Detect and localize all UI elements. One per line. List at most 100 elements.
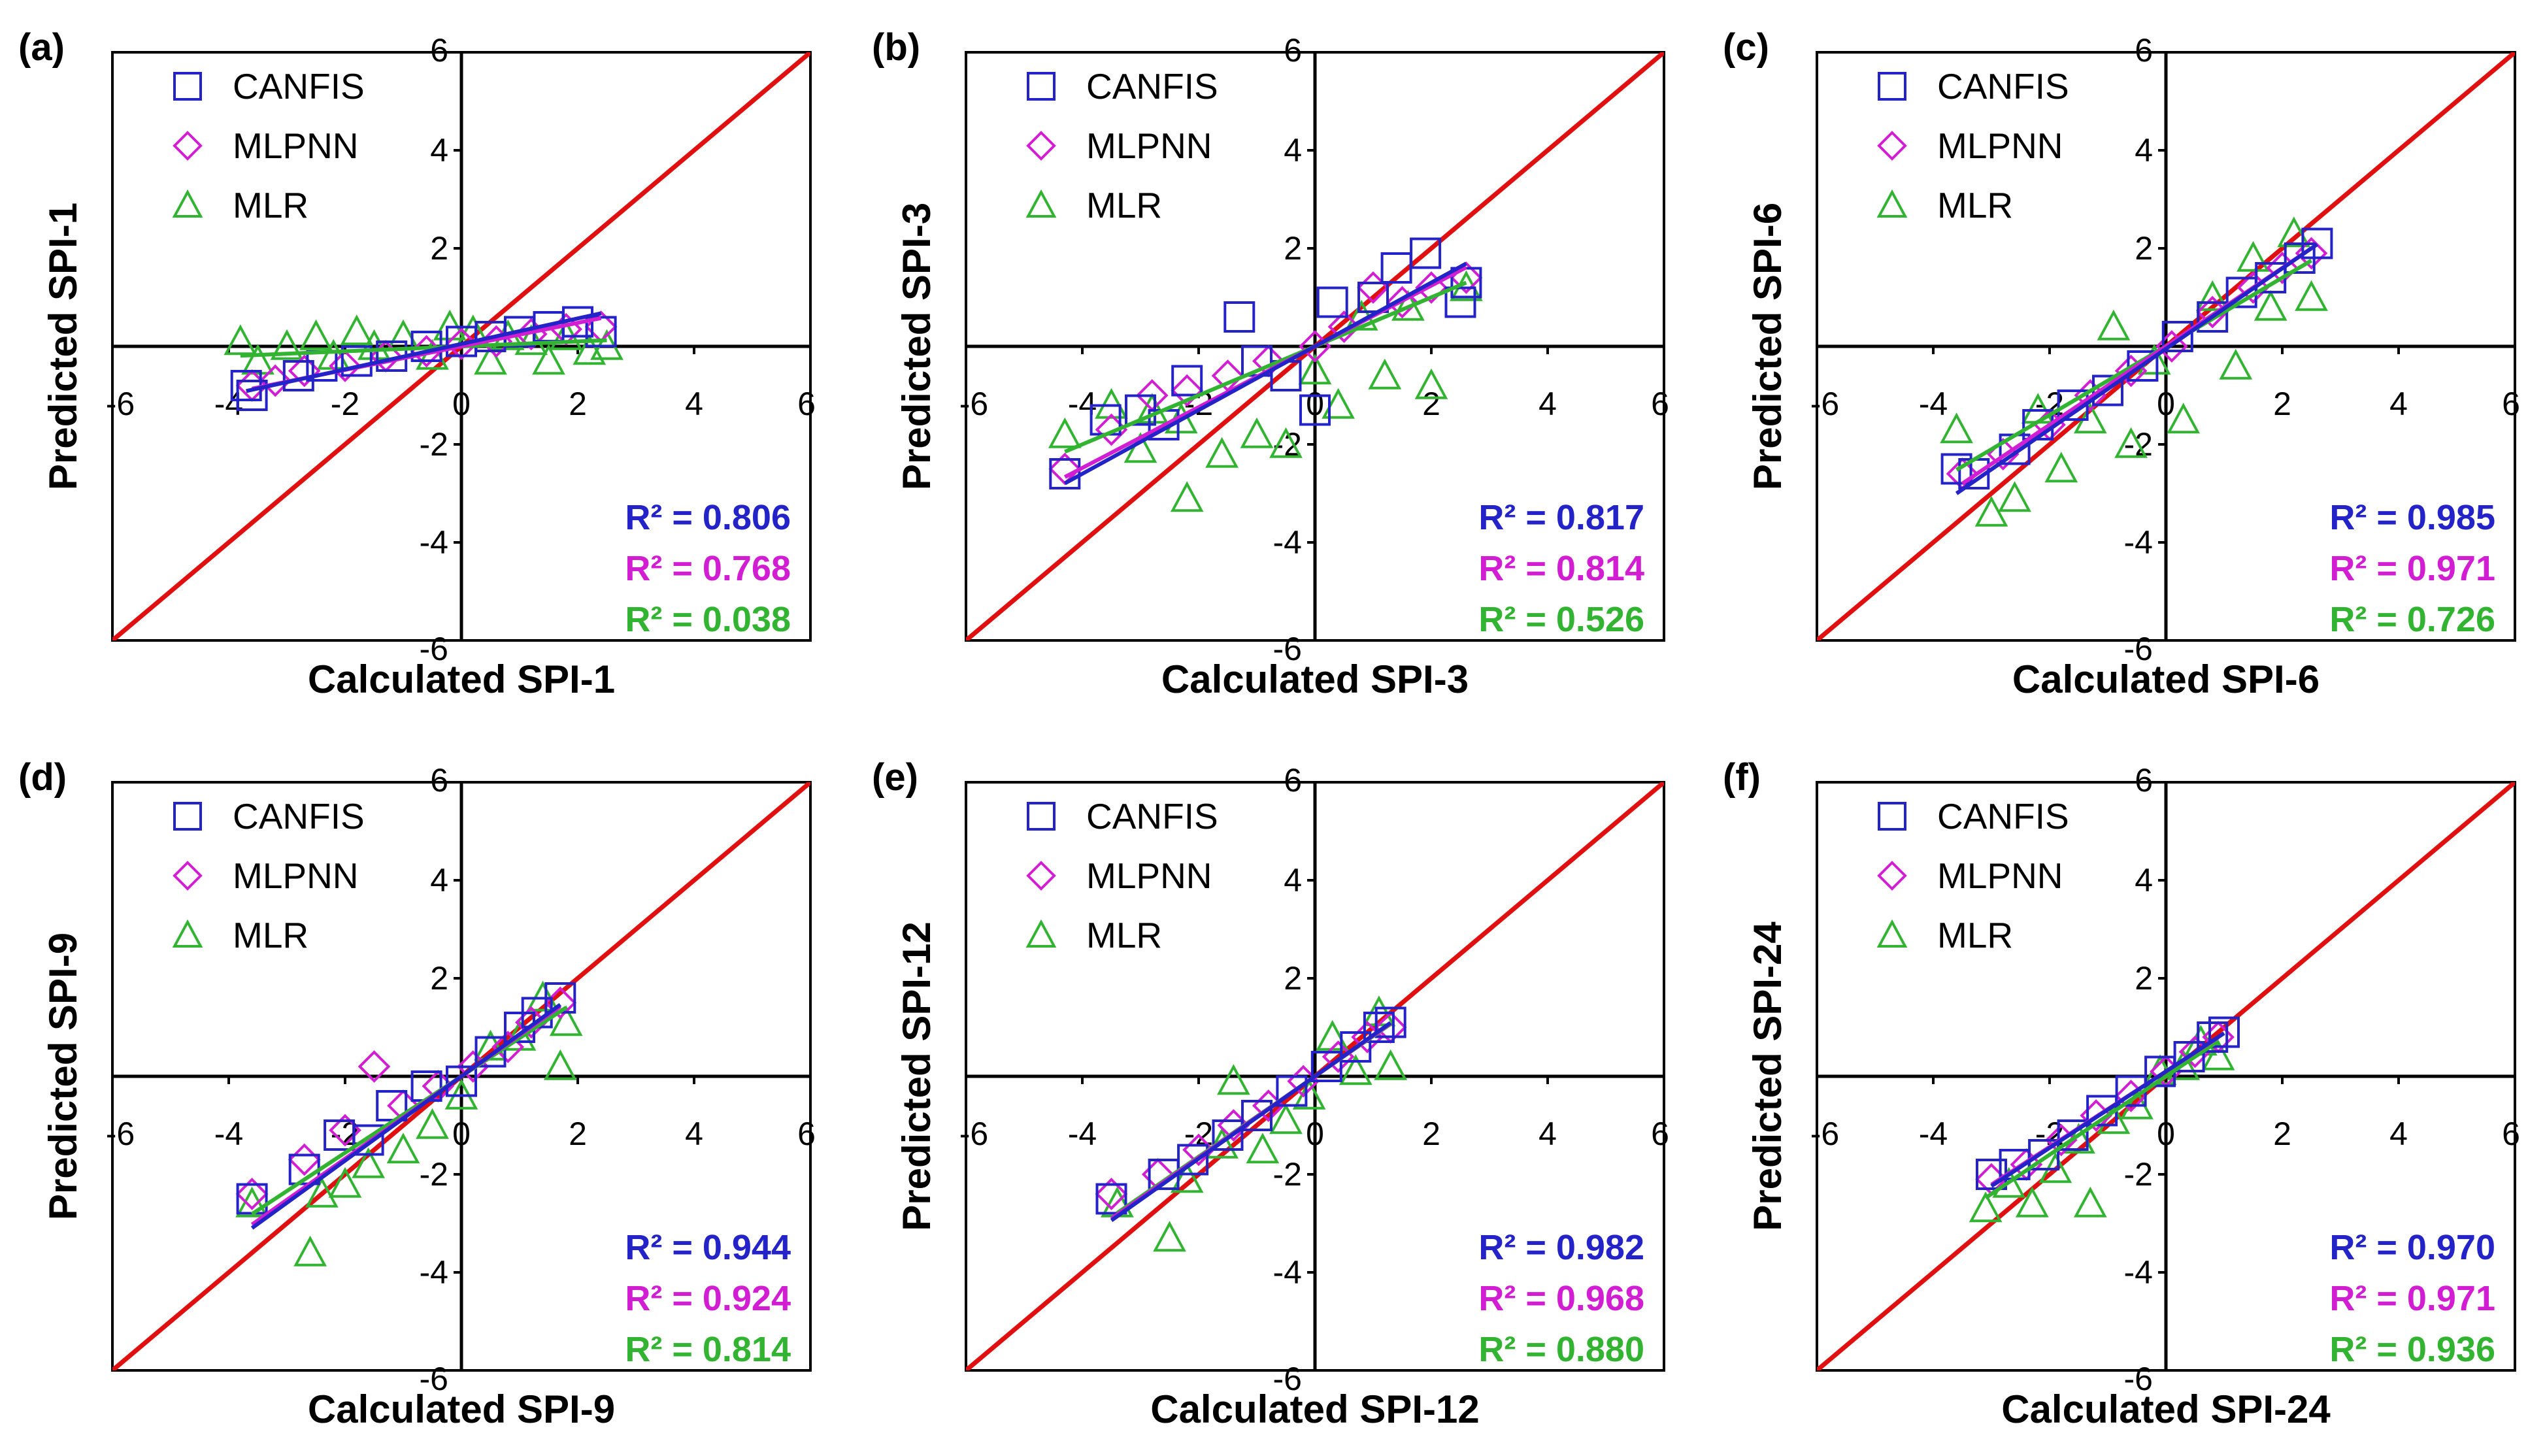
canfis-point <box>2197 1021 2229 1053</box>
mlr-point <box>305 1176 339 1208</box>
panel-label: (d) <box>18 756 67 799</box>
x-tick-label: -4 <box>1919 1116 1948 1152</box>
legend-mlpnn-marker <box>1877 861 1907 891</box>
legend: CANFIS MLPNN MLR <box>1876 66 2069 225</box>
y-tick-label: 4 <box>1284 132 1302 169</box>
mlr-trend-line <box>1984 1039 2220 1200</box>
mlr-point <box>2097 309 2131 340</box>
r2-mlr: R² = 0.526 <box>1478 600 1644 639</box>
canfis-point <box>236 380 268 411</box>
x-axis-title: Calculated SPI-24 <box>2001 1387 2331 1431</box>
y-tick-label: 2 <box>1284 230 1302 267</box>
canfis-point <box>2028 1139 2060 1170</box>
x-tick-label: 2 <box>569 386 587 422</box>
data-layer <box>112 52 810 640</box>
y-tick-label: -2 <box>2124 1156 2153 1193</box>
canfis-point <box>1357 282 1389 313</box>
legend-mlpnn-marker <box>1026 861 1056 891</box>
canfis-point <box>2173 1041 2205 1072</box>
legend-canfis-label: CANFIS <box>1086 796 1218 836</box>
x-tick-label: 0 <box>2157 1116 2175 1152</box>
y-tick-label: -4 <box>420 524 448 561</box>
r2-mlpnn: R² = 0.971 <box>2329 549 2495 588</box>
y-tick-label: -6 <box>420 631 448 667</box>
legend-mlpnn-marker <box>1877 131 1907 161</box>
mlr-point <box>543 1049 577 1080</box>
x-tick-label: 6 <box>2502 1116 2520 1152</box>
canfis-trend-line <box>246 311 602 393</box>
canfis-point <box>1444 286 1476 318</box>
r2-canfis: R² = 0.985 <box>2329 498 2495 537</box>
legend-canfis-marker <box>173 72 202 101</box>
y-tick-label: 2 <box>430 230 448 267</box>
r2-mlr: R² = 0.814 <box>625 1330 791 1369</box>
y-tick-label: -4 <box>1273 524 1302 561</box>
mlr-point <box>1048 417 1082 448</box>
x-tick-label: 6 <box>797 386 816 422</box>
panel-label: (b) <box>872 26 920 69</box>
mlr-point <box>1170 1162 1204 1193</box>
legend-canfis-marker <box>1027 72 1056 101</box>
mlpnn-point <box>1327 310 1361 343</box>
r2-canfis: R² = 0.806 <box>625 498 791 537</box>
x-tick-label: 4 <box>2389 386 2408 422</box>
legend: CANFIS MLPNN MLR <box>1025 796 1218 955</box>
canfis-trend-line <box>1955 242 2319 495</box>
mlr-point <box>1095 388 1128 419</box>
data-layer <box>1817 52 2515 640</box>
y-tick-label: 2 <box>430 960 448 997</box>
x-tick-label: 4 <box>685 386 703 422</box>
mlr-point <box>532 344 565 375</box>
mlr-trend-line <box>1955 259 2313 472</box>
legend: CANFIS MLPNN MLR <box>1876 796 2069 955</box>
mlr-point <box>293 1235 327 1266</box>
legend-mlpnn-label: MLPNN <box>1086 855 1212 896</box>
mlr-point <box>1205 437 1239 468</box>
mlr-point <box>416 1108 449 1139</box>
legend-mlr-label: MLR <box>233 915 308 955</box>
mlr-point <box>1322 388 1355 419</box>
mlr-point <box>2277 216 2311 248</box>
mlpnn-point <box>1171 374 1204 407</box>
mlr-point <box>1998 481 2031 512</box>
panel-label: (a) <box>18 26 65 69</box>
mlr-point <box>2237 240 2270 272</box>
legend-mlpnn-marker <box>173 131 203 161</box>
mlr-point <box>2254 290 2287 321</box>
legend-canfis-label: CANFIS <box>1937 66 2069 107</box>
legend-mlr-marker <box>1025 919 1057 948</box>
legend-mlr-marker <box>172 189 203 218</box>
legend-canfis-label: CANFIS <box>1937 796 2069 836</box>
canfis-trend-line <box>250 1002 562 1230</box>
canfis-point <box>2197 301 2229 333</box>
legend-mlr-label: MLR <box>1086 185 1162 225</box>
legend-mlr-label: MLR <box>233 185 308 225</box>
x-tick-label: -6 <box>959 386 988 422</box>
r2-mlpnn: R² = 0.924 <box>625 1279 791 1318</box>
canfis-point <box>1310 1051 1342 1082</box>
x-tick-label: -6 <box>106 386 135 422</box>
x-tick-label: 2 <box>1422 386 1440 422</box>
x-tick-label: 2 <box>569 1116 587 1152</box>
canfis-point <box>2301 227 2333 259</box>
mlr-point <box>2195 280 2229 311</box>
legend-mlpnn-label: MLPNN <box>1086 125 1212 166</box>
panel-label: (e) <box>872 756 918 799</box>
mlr-point <box>1969 1191 2003 1223</box>
mlr-point <box>2201 1039 2235 1070</box>
mlr-point <box>2044 452 2078 483</box>
x-tick-label: -6 <box>959 1116 988 1152</box>
mlr-point <box>1269 427 1303 458</box>
r2-mlr: R² = 0.936 <box>2329 1330 2495 1369</box>
mlr-point <box>2167 403 2201 434</box>
r2-canfis: R² = 0.944 <box>625 1228 791 1267</box>
mlr-point <box>1339 1054 1372 1085</box>
mlr-point <box>1368 358 1402 389</box>
legend-mlr-label: MLR <box>1086 915 1162 955</box>
canfis-point <box>1410 237 1442 269</box>
x-tick-label: -6 <box>1810 386 1839 422</box>
mlr-point <box>1123 432 1157 463</box>
